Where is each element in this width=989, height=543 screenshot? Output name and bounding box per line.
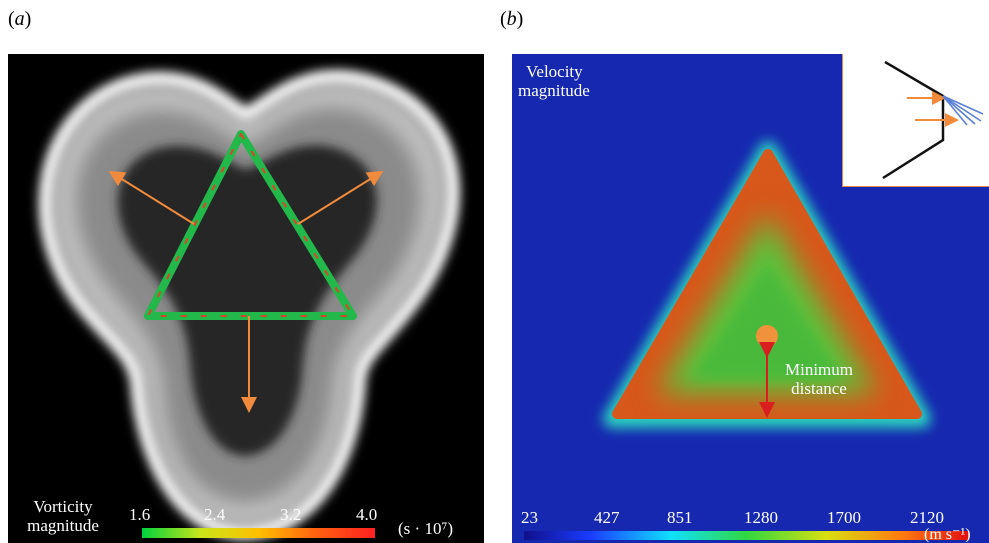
velocity-tick: 2120 — [910, 508, 944, 527]
velocity-unit: (m s⁻¹) — [924, 526, 971, 543]
velocity-title-line2: magnitude — [518, 81, 590, 100]
velocity-field-image — [524, 141, 969, 540]
velocity-tick: 427 — [594, 508, 620, 527]
min-distance-label: Minimum distance — [774, 360, 864, 398]
velocity-tick: 1700 — [827, 508, 861, 527]
shock-lobe-bright — [39, 70, 460, 540]
propagation-arrow-left — [108, 170, 195, 225]
vorticity-ring-hotspots — [147, 133, 354, 317]
vorticity-tick: 3.2 — [280, 505, 302, 524]
panel-b-letter: b — [506, 8, 517, 30]
velocity-tick: 851 — [667, 508, 693, 527]
vorticity-tick: 4.0 — [356, 505, 378, 524]
velocity-colorbar — [524, 531, 969, 540]
shock-lobe-inner — [117, 145, 377, 456]
velocity-title-line1: Velocity — [526, 62, 583, 81]
panel-a-label: (a) — [8, 8, 32, 30]
colorbar-title-line1: Vorticity — [33, 497, 93, 516]
velocity-title: Velocity magnitude — [518, 62, 590, 100]
colorbar-title-line2: magnitude — [27, 516, 99, 535]
velocity-triangle-center — [692, 264, 842, 379]
reflection-inset — [842, 54, 989, 187]
velocity-tick: 23 — [521, 508, 538, 527]
center-marker — [756, 325, 778, 347]
propagation-arrow-right — [297, 170, 384, 225]
vorticity-colorbar — [142, 528, 375, 538]
vorticity-tick: 2.4 — [204, 505, 226, 524]
reflected-rays — [942, 95, 984, 126]
velocity-tick: 1280 — [744, 508, 778, 527]
vorticity-field-image — [39, 70, 460, 540]
vorticity-unit: (s · 10⁷) — [398, 519, 454, 538]
vorticity-colorbar-title: Vorticity magnitude — [18, 497, 108, 535]
vorticity-tick: 1.6 — [129, 505, 151, 524]
panel-b-label: (b) — [500, 8, 524, 30]
wedge-wall — [882, 60, 945, 180]
velocity-image-panel: Velocity magnitude Minimum distance 23 4… — [512, 54, 989, 543]
min-distance-line1: Minimum — [784, 360, 853, 379]
min-distance-line2: distance — [791, 379, 847, 398]
panel-a-letter: a — [14, 8, 25, 30]
vorticity-image-panel: Vorticity magnitude 1.6 2.4 3.2 4.0 (s ·… — [8, 54, 484, 543]
reflection-schematic — [882, 60, 984, 180]
